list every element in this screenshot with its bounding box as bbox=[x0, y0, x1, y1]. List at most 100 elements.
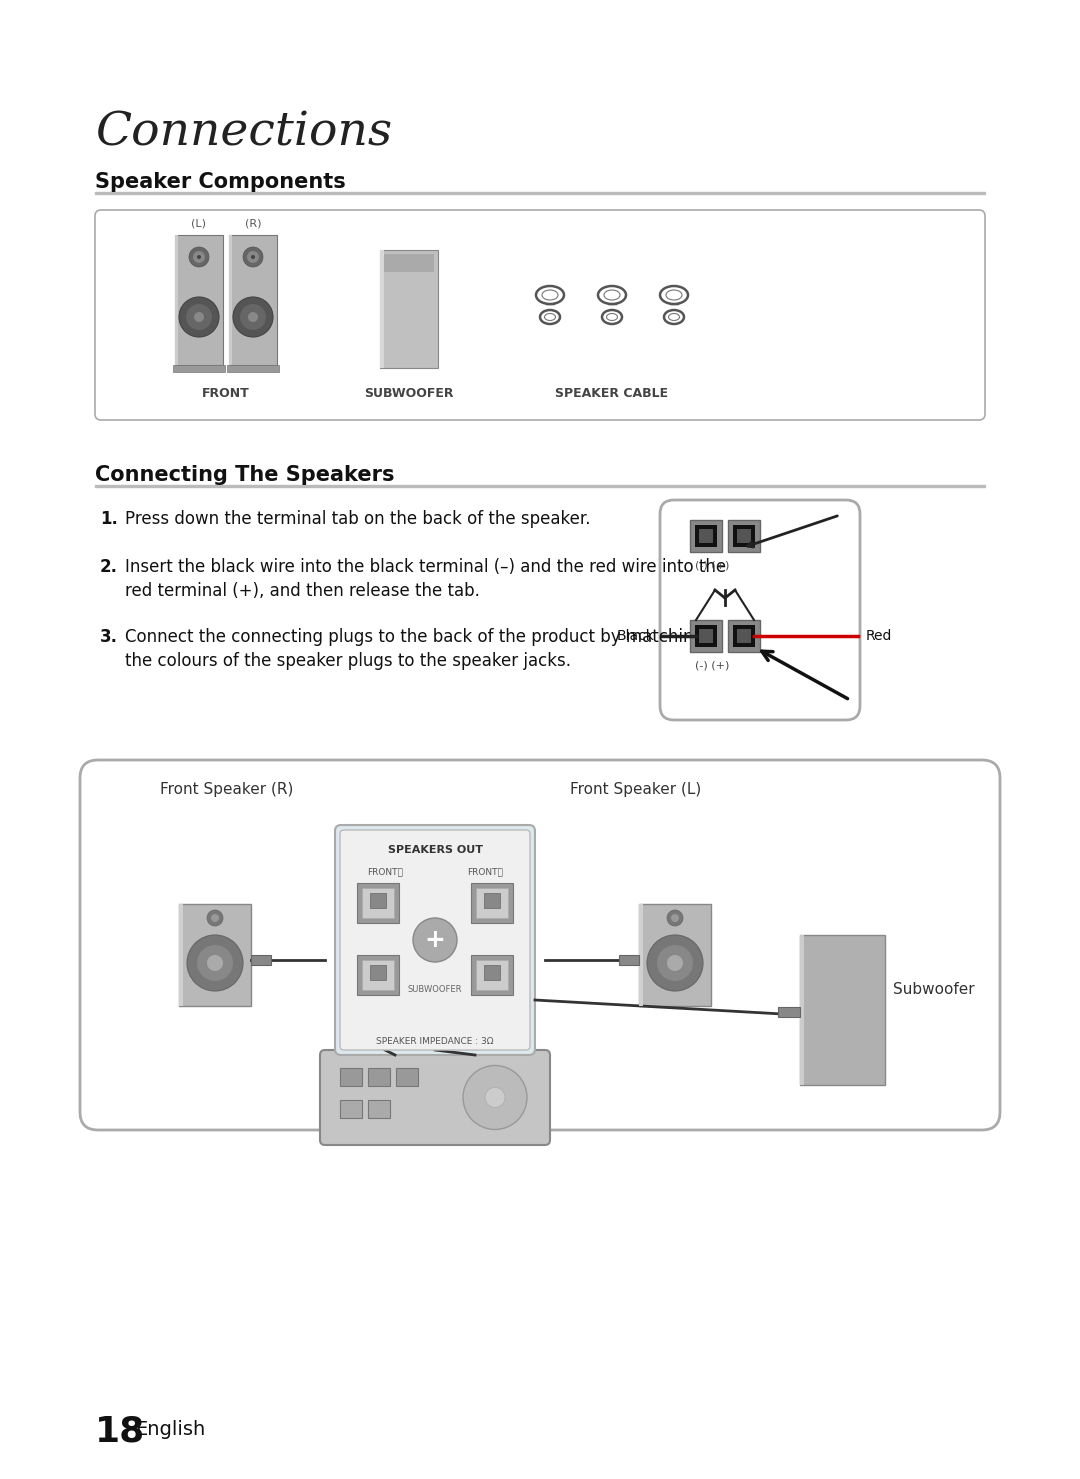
FancyBboxPatch shape bbox=[80, 760, 1000, 1130]
Bar bbox=[778, 1007, 800, 1018]
Bar bbox=[690, 620, 723, 652]
Bar bbox=[639, 904, 643, 1006]
Text: 1.: 1. bbox=[100, 510, 118, 528]
Circle shape bbox=[207, 910, 222, 926]
Bar bbox=[340, 1068, 362, 1086]
Text: the colours of the speaker plugs to the speaker jacks.: the colours of the speaker plugs to the … bbox=[125, 652, 571, 670]
Bar bbox=[484, 964, 500, 981]
Bar bbox=[728, 521, 760, 552]
Text: Subwoofer: Subwoofer bbox=[893, 982, 974, 997]
Text: Front Speaker (L): Front Speaker (L) bbox=[570, 782, 701, 797]
Bar bbox=[476, 887, 508, 918]
Text: SPEAKER IMPEDANCE : 3Ω: SPEAKER IMPEDANCE : 3Ω bbox=[376, 1037, 494, 1046]
Bar bbox=[368, 1100, 390, 1118]
Bar bbox=[173, 365, 225, 373]
Bar bbox=[175, 235, 222, 365]
Text: (-) (+): (-) (+) bbox=[694, 561, 729, 569]
Circle shape bbox=[189, 247, 210, 268]
Text: 18: 18 bbox=[95, 1415, 145, 1449]
Circle shape bbox=[251, 254, 255, 259]
FancyBboxPatch shape bbox=[340, 830, 530, 1050]
Text: (R): (R) bbox=[245, 219, 261, 229]
Bar bbox=[362, 887, 394, 918]
Bar bbox=[484, 893, 500, 908]
FancyBboxPatch shape bbox=[660, 500, 860, 720]
Bar bbox=[696, 525, 717, 547]
Circle shape bbox=[179, 297, 219, 337]
Bar bbox=[728, 620, 760, 652]
Text: Speaker Components: Speaker Components bbox=[95, 172, 346, 192]
Circle shape bbox=[243, 247, 264, 268]
Circle shape bbox=[463, 1065, 527, 1130]
Circle shape bbox=[193, 251, 205, 263]
Circle shape bbox=[197, 945, 233, 981]
Text: (-) (+): (-) (+) bbox=[694, 660, 729, 670]
Text: SUBWOOFER: SUBWOOFER bbox=[408, 985, 462, 994]
Circle shape bbox=[413, 918, 457, 961]
Text: 3.: 3. bbox=[100, 629, 118, 646]
Bar bbox=[357, 955, 399, 995]
Bar bbox=[229, 235, 232, 365]
Bar bbox=[471, 955, 513, 995]
Text: Front Speaker (R): Front Speaker (R) bbox=[160, 782, 294, 797]
Bar bbox=[370, 893, 386, 908]
Bar bbox=[800, 935, 804, 1086]
Bar bbox=[370, 964, 386, 981]
Circle shape bbox=[233, 297, 273, 337]
Bar bbox=[699, 629, 713, 643]
Circle shape bbox=[671, 914, 679, 921]
Text: Press down the terminal tab on the back of the speaker.: Press down the terminal tab on the back … bbox=[125, 510, 591, 528]
Circle shape bbox=[657, 945, 693, 981]
Circle shape bbox=[207, 955, 222, 972]
Bar bbox=[737, 529, 751, 543]
Bar bbox=[362, 960, 394, 989]
Circle shape bbox=[647, 935, 703, 991]
Bar bbox=[699, 529, 713, 543]
Bar bbox=[380, 250, 384, 368]
Circle shape bbox=[667, 955, 683, 972]
Text: SUBWOOFER: SUBWOOFER bbox=[364, 387, 454, 399]
Bar bbox=[471, 883, 513, 923]
Text: (L): (L) bbox=[191, 219, 206, 229]
Circle shape bbox=[211, 914, 219, 921]
Circle shape bbox=[247, 251, 259, 263]
Circle shape bbox=[485, 1087, 505, 1108]
Bar bbox=[251, 955, 271, 964]
Text: Connect the connecting plugs to the back of the product by matching: Connect the connecting plugs to the back… bbox=[125, 629, 704, 646]
Circle shape bbox=[197, 254, 201, 259]
Text: SPEAKERS OUT: SPEAKERS OUT bbox=[388, 845, 483, 855]
Bar bbox=[175, 235, 178, 365]
Bar bbox=[95, 485, 985, 487]
Bar bbox=[340, 1100, 362, 1118]
Bar bbox=[380, 250, 438, 368]
Text: red terminal (+), and then release the tab.: red terminal (+), and then release the t… bbox=[125, 583, 480, 600]
Circle shape bbox=[186, 305, 212, 330]
Bar bbox=[737, 629, 751, 643]
Circle shape bbox=[187, 935, 243, 991]
Bar bbox=[357, 883, 399, 923]
Text: FRONTⓂ: FRONTⓂ bbox=[367, 867, 403, 876]
Text: +: + bbox=[424, 927, 445, 952]
Bar bbox=[800, 935, 885, 1086]
Text: SPEAKER CABLE: SPEAKER CABLE bbox=[555, 387, 669, 399]
Bar bbox=[639, 904, 711, 1006]
Bar bbox=[476, 960, 508, 989]
Bar bbox=[384, 254, 434, 272]
Bar bbox=[179, 904, 183, 1006]
Circle shape bbox=[248, 312, 258, 322]
Bar bbox=[690, 521, 723, 552]
FancyBboxPatch shape bbox=[320, 1050, 550, 1145]
FancyBboxPatch shape bbox=[335, 825, 535, 1055]
Circle shape bbox=[194, 312, 204, 322]
Text: Red: Red bbox=[866, 629, 892, 643]
Text: Black: Black bbox=[616, 629, 654, 643]
Text: English: English bbox=[135, 1420, 205, 1439]
Text: 2.: 2. bbox=[100, 558, 118, 575]
Bar bbox=[696, 626, 717, 646]
Text: Connecting The Speakers: Connecting The Speakers bbox=[95, 464, 394, 485]
Bar bbox=[368, 1068, 390, 1086]
Bar bbox=[229, 235, 276, 365]
Bar bbox=[619, 955, 639, 964]
Circle shape bbox=[240, 305, 266, 330]
Bar bbox=[179, 904, 251, 1006]
